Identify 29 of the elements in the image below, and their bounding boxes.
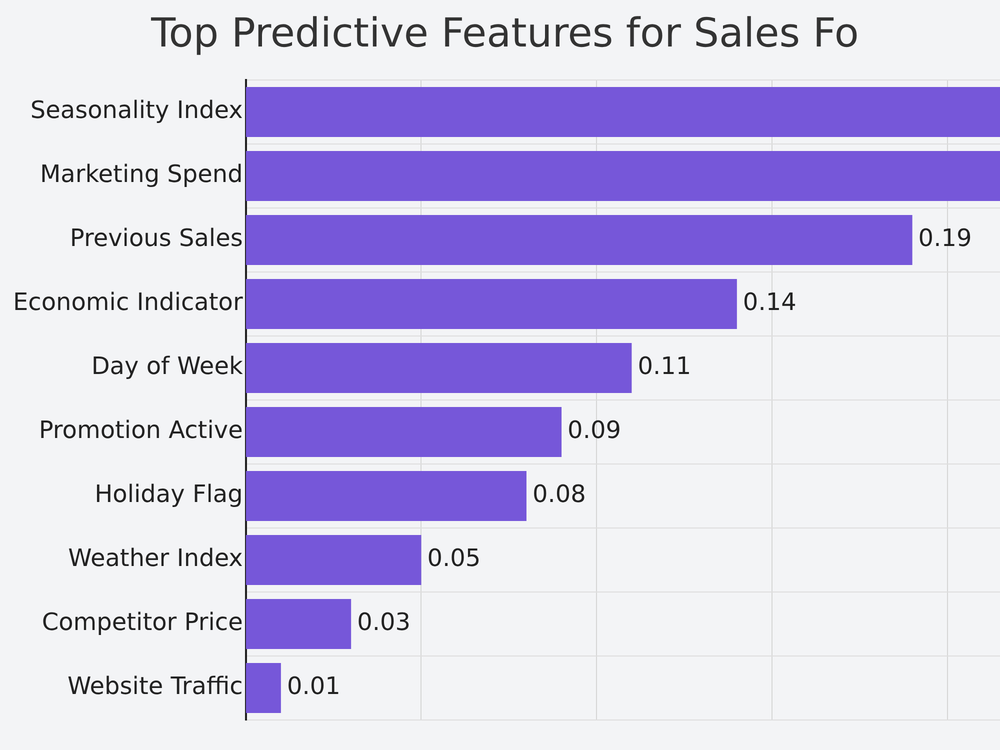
data-label: 0.03 xyxy=(357,608,411,636)
bar xyxy=(246,407,562,457)
chart-title: Top Predictive Features for Sales Fo xyxy=(150,10,859,56)
bar xyxy=(246,87,1000,137)
y-tick-label: Promotion Active xyxy=(38,416,243,444)
bar xyxy=(246,279,737,329)
data-label: 0.14 xyxy=(742,288,796,316)
y-tick-label: Marketing Spend xyxy=(40,160,243,188)
data-label: 0.19 xyxy=(918,224,972,252)
y-tick-label: Previous Sales xyxy=(70,224,243,252)
bar xyxy=(246,215,912,265)
y-tick-label: Holiday Flag xyxy=(94,480,243,508)
bar xyxy=(246,663,281,713)
y-tick-label: Weather Index xyxy=(68,544,243,572)
data-label: 0.09 xyxy=(568,416,621,444)
y-tick-label: Seasonality Index xyxy=(30,96,243,124)
bar xyxy=(246,599,352,649)
bar xyxy=(246,151,1000,201)
y-tick-label: Economic Indicator xyxy=(12,288,243,316)
y-tick-label: Website Traffic xyxy=(67,672,243,700)
data-label: 0.01 xyxy=(286,672,340,700)
bar xyxy=(246,535,422,585)
data-label: 0.08 xyxy=(532,480,586,508)
bar xyxy=(246,471,526,521)
data-label: 0.11 xyxy=(638,352,692,380)
y-tick-label: Competitor Price xyxy=(42,608,243,636)
y-tick-label: Day of Week xyxy=(91,352,243,380)
data-label: 0.05 xyxy=(427,544,481,572)
bar xyxy=(246,343,632,393)
